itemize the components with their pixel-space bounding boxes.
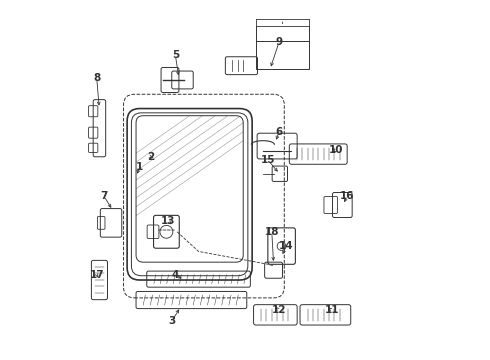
Text: 1: 1 <box>136 162 143 172</box>
Text: 5: 5 <box>172 50 179 60</box>
Text: 18: 18 <box>265 227 279 237</box>
Text: 10: 10 <box>329 145 343 155</box>
Text: 11: 11 <box>325 305 340 315</box>
Text: 14: 14 <box>279 241 294 251</box>
Text: 15: 15 <box>261 156 275 165</box>
Text: 12: 12 <box>271 305 286 315</box>
Text: 4: 4 <box>172 270 179 280</box>
Bar <box>256 41 309 69</box>
Text: 8: 8 <box>93 73 100 83</box>
Text: 2: 2 <box>147 152 154 162</box>
Text: 13: 13 <box>161 216 175 226</box>
Text: 16: 16 <box>340 191 354 201</box>
Text: 7: 7 <box>100 191 108 201</box>
Text: 3: 3 <box>168 316 175 326</box>
Text: 17: 17 <box>90 270 104 280</box>
Text: 6: 6 <box>275 127 283 137</box>
Text: 9: 9 <box>275 37 283 48</box>
